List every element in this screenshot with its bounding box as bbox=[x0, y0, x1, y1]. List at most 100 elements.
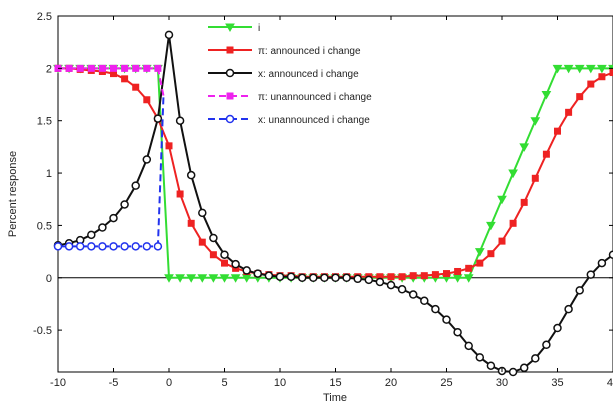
data-point bbox=[465, 264, 473, 272]
data-point bbox=[186, 170, 196, 180]
legend-swatch-marker bbox=[225, 114, 235, 124]
data-point bbox=[197, 274, 208, 283]
data-point bbox=[608, 250, 613, 259]
y-tick-label: 1 bbox=[46, 168, 52, 180]
y-tick-label: -0.5 bbox=[33, 325, 52, 337]
data-point bbox=[420, 272, 428, 280]
x-tick-label: 20 bbox=[385, 377, 397, 389]
data-point bbox=[587, 80, 595, 88]
data-point bbox=[153, 242, 163, 251]
data-point bbox=[575, 286, 584, 295]
data-point bbox=[297, 273, 307, 283]
x-tick-label: 25 bbox=[440, 377, 452, 389]
data-point bbox=[221, 259, 228, 267]
data-point bbox=[442, 315, 451, 324]
data-point bbox=[408, 290, 418, 299]
data-point bbox=[565, 108, 573, 116]
data-point bbox=[120, 200, 129, 209]
x-tick-label: 10 bbox=[274, 377, 286, 389]
data-point bbox=[98, 64, 106, 72]
data-point bbox=[486, 361, 496, 370]
data-point bbox=[187, 219, 195, 227]
data-point bbox=[76, 64, 84, 72]
data-point bbox=[75, 242, 85, 251]
data-point bbox=[397, 285, 407, 294]
legend-swatch-marker bbox=[226, 46, 234, 54]
data-point bbox=[132, 83, 140, 91]
data-point bbox=[164, 30, 174, 40]
data-point bbox=[142, 155, 152, 164]
data-point bbox=[552, 64, 563, 74]
data-point bbox=[530, 117, 541, 126]
y-tick-label: 1.5 bbox=[37, 116, 52, 128]
data-point bbox=[420, 296, 429, 306]
data-point bbox=[242, 266, 251, 275]
data-point bbox=[409, 272, 417, 280]
x-tick-label: -5 bbox=[109, 377, 119, 389]
series-2 bbox=[53, 30, 613, 377]
data-point bbox=[342, 273, 351, 283]
data-point bbox=[487, 250, 495, 258]
x-tick-label: 5 bbox=[221, 377, 227, 389]
data-point bbox=[220, 250, 229, 259]
data-point bbox=[198, 208, 207, 218]
data-point bbox=[609, 69, 613, 77]
data-point bbox=[585, 64, 596, 74]
data-point bbox=[431, 304, 440, 314]
x-tick-label: 15 bbox=[329, 377, 341, 389]
data-point bbox=[586, 270, 596, 279]
legend-swatch-marker bbox=[225, 68, 235, 78]
legend-label: i bbox=[258, 23, 260, 34]
y-axis-label: Percent response bbox=[7, 151, 19, 237]
data-point bbox=[121, 64, 129, 72]
data-point bbox=[486, 221, 496, 231]
data-point bbox=[209, 233, 218, 243]
data-point bbox=[519, 143, 530, 152]
data-point bbox=[563, 64, 574, 74]
x-tick-label: -10 bbox=[50, 377, 66, 389]
data-point bbox=[375, 277, 385, 287]
data-point bbox=[87, 242, 96, 251]
data-point bbox=[564, 304, 573, 314]
data-point bbox=[175, 274, 185, 283]
ticks-layer: -10 -5 0 5 10 15 20 25 30 35 40 -0.5 0 0.5 1 1.5 2 2.5 bbox=[33, 11, 613, 389]
data-point bbox=[353, 274, 362, 284]
x-tick-label: 35 bbox=[551, 377, 563, 389]
data-point bbox=[121, 75, 129, 83]
data-point bbox=[209, 251, 217, 259]
data-point bbox=[509, 219, 517, 227]
data-point bbox=[154, 64, 162, 72]
data-point bbox=[142, 242, 152, 251]
data-point bbox=[531, 354, 540, 363]
data-point bbox=[253, 269, 263, 278]
data-point bbox=[175, 116, 185, 125]
series-4 bbox=[53, 96, 165, 251]
y-tick-label: 0 bbox=[46, 273, 52, 285]
data-point bbox=[109, 213, 118, 223]
data-point bbox=[454, 267, 462, 275]
data-point bbox=[219, 274, 230, 283]
data-point bbox=[475, 353, 485, 362]
data-point bbox=[476, 259, 484, 267]
data-point bbox=[64, 242, 74, 251]
data-point bbox=[164, 274, 174, 283]
legend: i π: announced i change x: announced i cha… bbox=[208, 23, 372, 126]
data-point bbox=[498, 237, 506, 245]
data-point bbox=[464, 341, 473, 351]
legend-label: x: announced i change bbox=[258, 69, 359, 80]
data-point bbox=[143, 96, 151, 104]
legend-label: π: announced i change bbox=[258, 46, 361, 57]
x-tick-label: 40 bbox=[607, 377, 613, 389]
legend-swatch-marker bbox=[226, 92, 234, 100]
legend-label: x: unannounced i change bbox=[258, 115, 370, 126]
y-tick-label: 0.5 bbox=[37, 220, 52, 232]
legend-swatch-marker bbox=[225, 23, 235, 33]
data-point bbox=[497, 195, 507, 205]
x-tick-label: 30 bbox=[496, 377, 508, 389]
data-point bbox=[98, 223, 107, 232]
data-point bbox=[331, 273, 340, 283]
data-point bbox=[542, 340, 551, 350]
data-point bbox=[131, 242, 140, 251]
data-point bbox=[531, 174, 539, 182]
data-point bbox=[120, 242, 129, 251]
